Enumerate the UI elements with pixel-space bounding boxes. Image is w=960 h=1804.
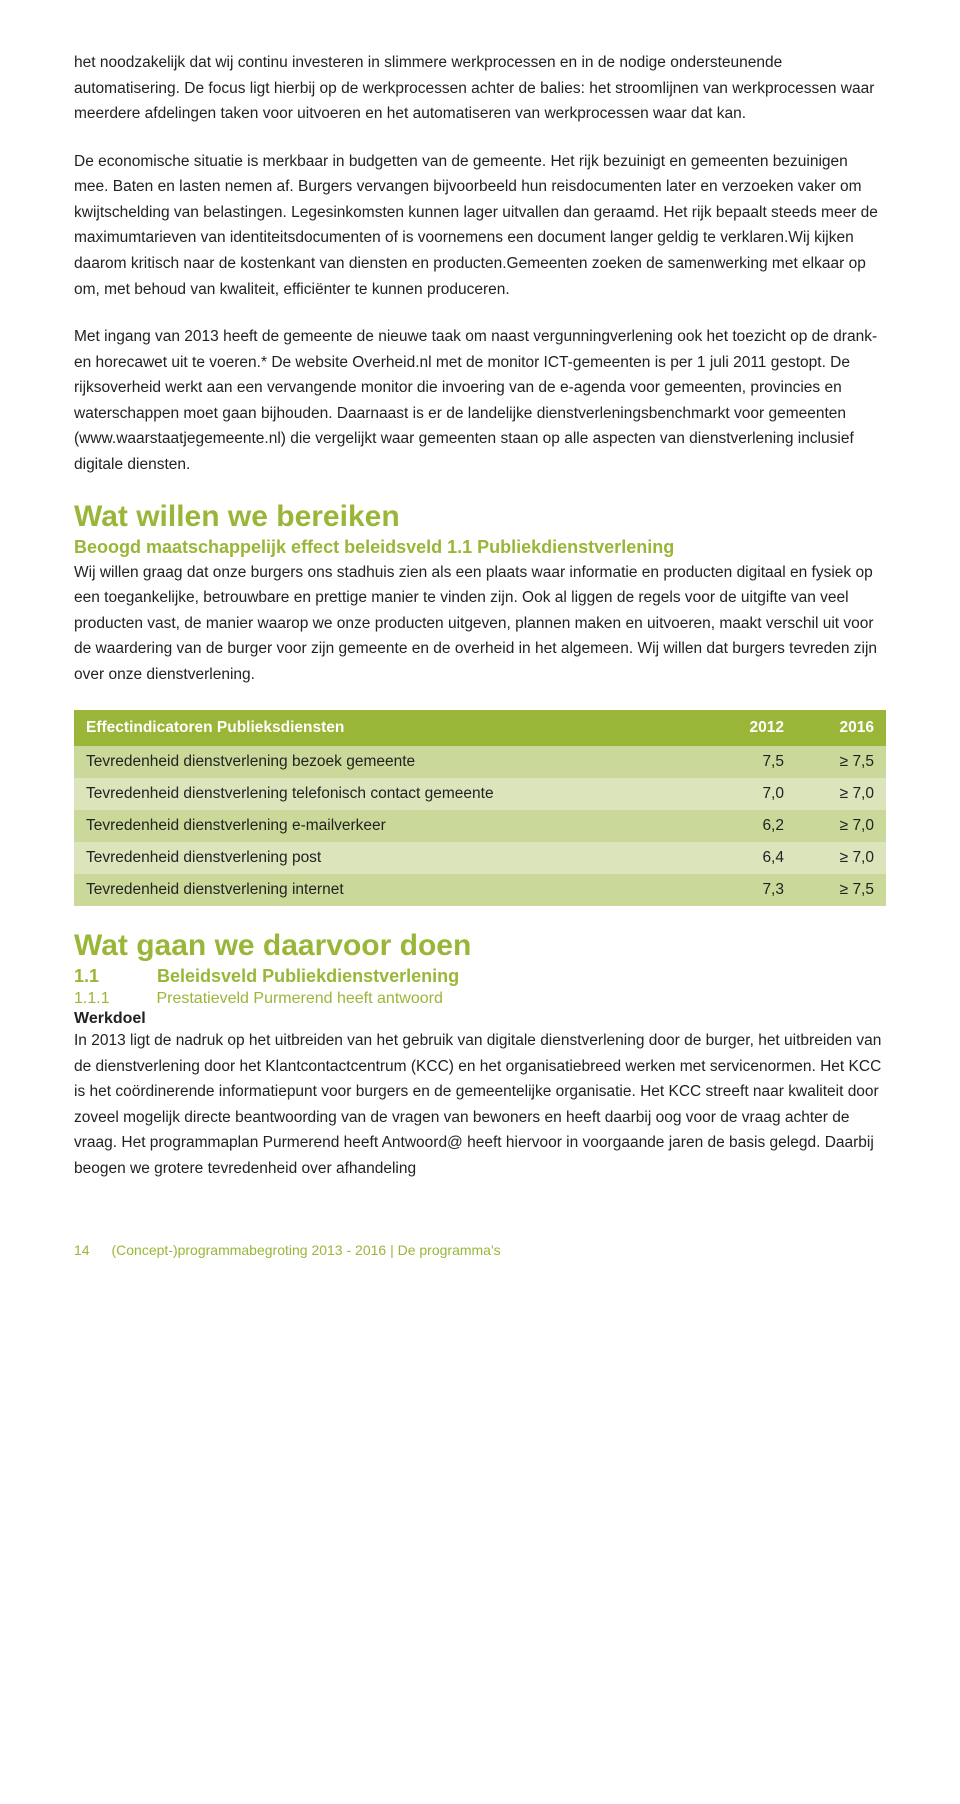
section-wat-gaan: Wat gaan we daarvoor doen 1.1 Beleidsvel… <box>74 928 886 1029</box>
heading-sec-1-1-1: 1.1.1 Prestatieveld Purmerend heeft antw… <box>74 988 886 1010</box>
table-row: Tevredenheid dienstverlening bezoek geme… <box>74 746 886 778</box>
table-cell-value-b: ≥ 7,5 <box>796 874 886 906</box>
effect-indicators-table: Effectindicatoren Publieksdiensten 2012 … <box>74 710 886 906</box>
table-header-year-b: 2016 <box>796 710 886 746</box>
table-header-year-a: 2012 <box>706 710 796 746</box>
table-cell-value-a: 7,0 <box>706 778 796 810</box>
intro-paragraph-1: het noodzakelijk dat wij continu investe… <box>74 50 886 127</box>
table-body: Tevredenheid dienstverlening bezoek geme… <box>74 746 886 906</box>
table-cell-value-a: 6,2 <box>706 810 796 842</box>
werkdoel-paragraph: In 2013 ligt de nadruk op het uitbreiden… <box>74 1028 886 1181</box>
footer-text: (Concept-)programmabegroting 2013 - 2016… <box>111 1242 500 1258</box>
page-number: 14 <box>74 1242 90 1258</box>
table-header-row: Effectindicatoren Publieksdiensten 2012 … <box>74 710 886 746</box>
intro-paragraph-2: De economische situatie is merkbaar in b… <box>74 149 886 302</box>
table-header-label: Effectindicatoren Publieksdiensten <box>74 710 706 746</box>
table-cell-value-a: 6,4 <box>706 842 796 874</box>
table-cell-value-b: ≥ 7,0 <box>796 810 886 842</box>
table-cell-value-a: 7,3 <box>706 874 796 906</box>
table-cell-value-b: ≥ 7,5 <box>796 746 886 778</box>
section-wat-willen: Wat willen we bereiken Beoogd maatschapp… <box>74 499 886 559</box>
heading-werkdoel: Werkdoel <box>74 1010 886 1028</box>
heading-sec-1-1: 1.1 Beleidsveld Publiekdienstverlening <box>74 964 886 988</box>
table-row: Tevredenheid dienstverlening telefonisch… <box>74 778 886 810</box>
table-cell-label: Tevredenheid dienstverlening bezoek geme… <box>74 746 706 778</box>
table-cell-value-b: ≥ 7,0 <box>796 778 886 810</box>
table-cell-label: Tevredenheid dienstverlening telefonisch… <box>74 778 706 810</box>
heading-beoogd: Beoogd maatschappelijk effect beleidsvel… <box>74 535 886 559</box>
intro-paragraph-3: Met ingang van 2013 heeft de gemeente de… <box>74 324 886 477</box>
sec-1-1-1-number: 1.1.1 <box>74 988 152 1010</box>
page-footer: 14 (Concept-)programmabegroting 2013 - 2… <box>74 1242 886 1258</box>
table-row: Tevredenheid dienstverlening e-mailverke… <box>74 810 886 842</box>
table-cell-label: Tevredenheid dienstverlening internet <box>74 874 706 906</box>
table-cell-label: Tevredenheid dienstverlening e-mailverke… <box>74 810 706 842</box>
heading-wat-willen: Wat willen we bereiken <box>74 499 886 535</box>
sec-1-1-label: Beleidsveld Publiekdienstverlening <box>157 966 459 986</box>
sec-1-1-1-label: Prestatieveld Purmerend heeft antwoord <box>156 990 442 1007</box>
beoogd-paragraph: Wij willen graag dat onze burgers ons st… <box>74 560 886 688</box>
table-row: Tevredenheid dienstverlening post6,4≥ 7,… <box>74 842 886 874</box>
sec-1-1-number: 1.1 <box>74 964 152 988</box>
table-row: Tevredenheid dienstverlening internet7,3… <box>74 874 886 906</box>
heading-wat-gaan: Wat gaan we daarvoor doen <box>74 928 886 964</box>
table-cell-value-b: ≥ 7,0 <box>796 842 886 874</box>
table-cell-label: Tevredenheid dienstverlening post <box>74 842 706 874</box>
table-cell-value-a: 7,5 <box>706 746 796 778</box>
